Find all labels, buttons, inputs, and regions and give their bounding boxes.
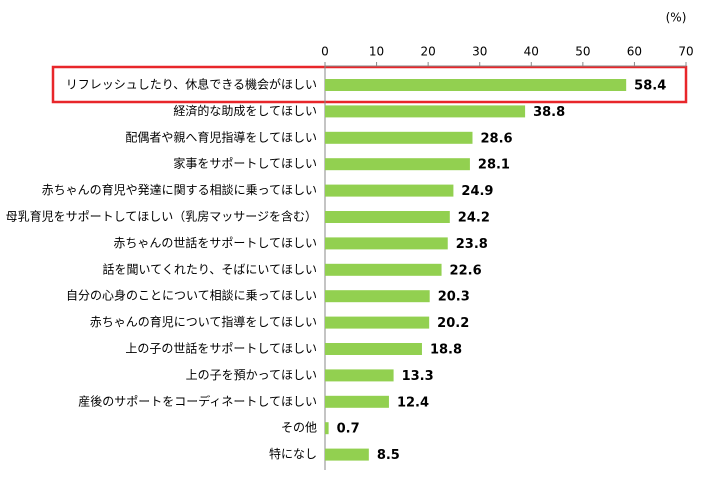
value-label: 20.3	[438, 290, 470, 305]
bar	[325, 158, 470, 171]
bar	[325, 448, 369, 461]
bar	[325, 343, 422, 355]
category-label: 上の子を預かってほしい	[186, 368, 317, 382]
value-label: 28.1	[478, 158, 510, 173]
value-label: 24.2	[458, 211, 490, 226]
bar	[325, 316, 430, 329]
value-label: 22.6	[450, 263, 482, 278]
category-label: 上の子の世話をサポートしてほしい	[125, 341, 317, 356]
value-label: 0.7	[337, 422, 360, 437]
bar	[325, 131, 473, 144]
category-label: 家事をサポートしてほしい	[173, 156, 317, 171]
category-label: 赤ちゃんの育児について指導をしてほしい	[90, 314, 317, 329]
category-label: 母乳育児をサポートしてほしい（乳房マッサージを含む）	[6, 209, 317, 224]
x-tick-label: 40	[524, 45, 539, 59]
x-tick-label: 60	[627, 45, 642, 59]
value-label: 23.8	[456, 237, 488, 252]
x-tick-label: 10	[369, 45, 384, 59]
unit-label: (%)	[666, 11, 687, 25]
bar	[325, 79, 627, 91]
bar	[325, 211, 450, 223]
bar	[325, 237, 448, 250]
category-label: その他	[281, 421, 317, 435]
highlight-box	[51, 65, 688, 104]
bar	[325, 184, 454, 197]
value-label: 12.4	[397, 395, 429, 410]
category-label: 産後のサポートをコーディネートしてほしい	[78, 393, 317, 408]
x-tick-label: 0	[321, 45, 329, 59]
value-label: 18.8	[430, 343, 462, 358]
value-label: 8.5	[377, 448, 400, 463]
x-tick-label: 30	[472, 45, 487, 59]
category-label: 自分の心身のことについて相談に乗ってほしい	[66, 288, 317, 303]
x-tick-label: 70	[678, 45, 693, 59]
category-label: 赤ちゃんの育児や発達に関する相談に乗ってほしい	[42, 182, 317, 197]
category-label: 話を聞いてくれたり、そばにいてほしい	[103, 261, 317, 276]
bar	[325, 369, 394, 382]
bar	[325, 422, 329, 435]
category-label: リフレッシュしたり、休息できる機会がほしい	[66, 77, 317, 92]
value-label: 28.6	[480, 131, 512, 146]
value-label: 38.8	[533, 105, 565, 120]
category-label: 赤ちゃんの世話をサポートしてほしい	[113, 235, 317, 250]
value-label: 20.2	[437, 316, 469, 331]
x-tick-label: 50	[575, 45, 590, 59]
bar	[325, 105, 526, 118]
value-label: 58.4	[634, 79, 666, 94]
value-label: 24.9	[461, 184, 493, 199]
bar	[325, 395, 389, 408]
bar	[325, 290, 430, 303]
category-label: 配偶者や親へ育児指導をしてほしい	[125, 129, 317, 144]
value-label: 13.3	[402, 369, 434, 384]
category-label: 経済的な助成をしてほしい	[173, 103, 317, 118]
x-tick-label: 20	[421, 45, 436, 59]
bar	[325, 263, 442, 276]
category-label: 特になし	[269, 446, 317, 461]
